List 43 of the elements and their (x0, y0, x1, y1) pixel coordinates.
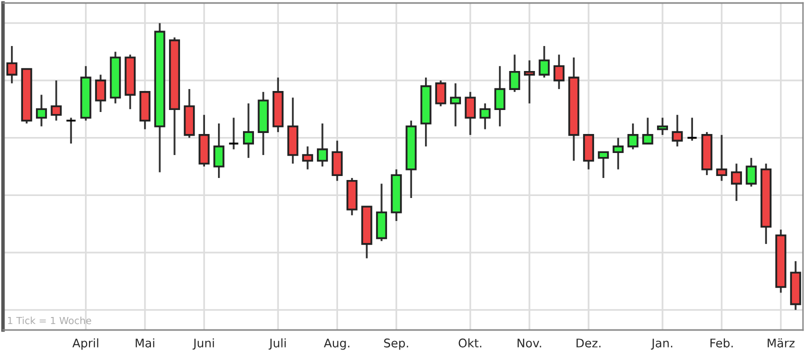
candlestick (657, 116, 668, 136)
candlestick (316, 122, 328, 168)
candlestick (450, 82, 461, 128)
candlestick (730, 162, 742, 202)
x-tick-label: Feb. (710, 338, 733, 348)
candlestick (672, 114, 683, 148)
candlestick (494, 65, 506, 128)
candlestick (642, 116, 654, 144)
candlestick (538, 45, 550, 78)
x-tick-label: Aug. (324, 338, 350, 350)
x-tick-label: Nov. (518, 338, 542, 348)
x-tick-label: Mai (136, 338, 154, 348)
candlestick (228, 116, 240, 150)
candlestick (6, 45, 18, 84)
x-tick-label: Dez. (576, 338, 600, 348)
candlestick (612, 136, 624, 170)
candlestick (302, 146, 314, 170)
candlestick (50, 80, 62, 122)
candlestick (66, 116, 77, 144)
candlestick (480, 102, 491, 130)
candlestick (95, 74, 106, 113)
x-tick-label: Juli (268, 338, 286, 350)
candlestick (213, 122, 224, 179)
candlestick (509, 54, 520, 93)
candlestick (627, 122, 638, 150)
text: 1 Tick = 1 Woche (8, 316, 92, 324)
x-tick-label: April (72, 338, 98, 350)
candlestick (332, 140, 343, 182)
candlestick (598, 151, 609, 179)
candlestick (242, 102, 254, 159)
x-tick-label: Okt. (458, 338, 482, 348)
x-tick-label: Jan. (650, 338, 672, 350)
candlestick (716, 134, 728, 182)
candlestick (524, 59, 535, 104)
candlestick (36, 94, 47, 128)
candlestick (464, 91, 476, 136)
x-tick-label: Juni (192, 338, 214, 350)
x-tick-label: Sep. (384, 338, 408, 350)
candlestick (686, 116, 698, 142)
candlestick (746, 156, 757, 188)
candlestick (554, 54, 564, 90)
x-tick-label: März (768, 338, 795, 348)
candlestick (435, 80, 446, 108)
